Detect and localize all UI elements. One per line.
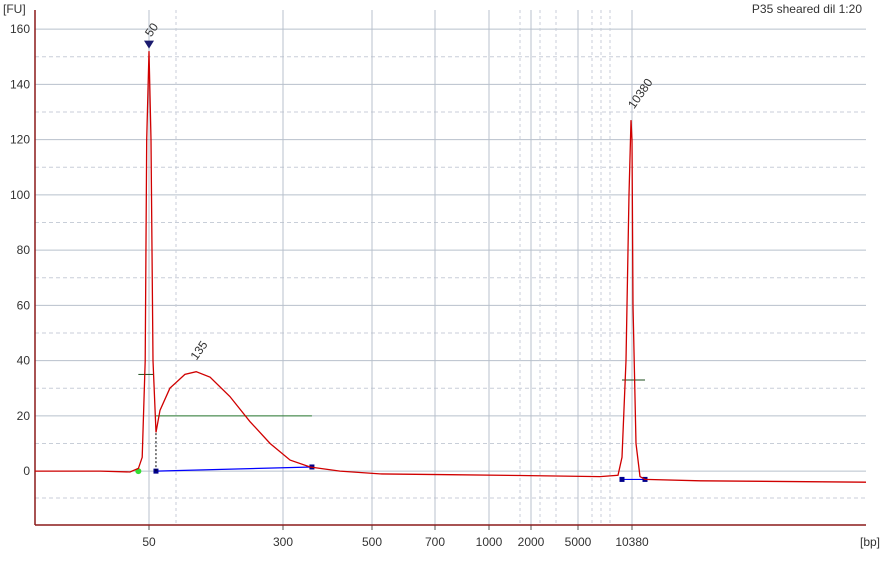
y-tick-label: 0 — [23, 464, 30, 478]
baseline-point — [619, 476, 625, 482]
x-tick-label: 5000 — [565, 535, 592, 549]
x-tick-label: 1000 — [476, 535, 503, 549]
x-tick-label: 2000 — [518, 535, 545, 549]
peak-marker — [144, 40, 154, 49]
trace-line — [35, 51, 867, 483]
y-tick-label: 100 — [10, 188, 30, 202]
y-tick-label: 160 — [10, 22, 30, 36]
x-tick-label: 500 — [362, 535, 382, 549]
x-tick-label: 10380 — [615, 535, 649, 549]
y-axis-label: [FU] — [3, 2, 26, 16]
x-tick-label: 700 — [425, 535, 445, 549]
baseline — [155, 466, 312, 472]
x-axis-label: [bp] — [860, 535, 880, 549]
y-tick-label: 20 — [17, 409, 31, 423]
chart-title: P35 sheared dil 1:20 — [752, 2, 862, 16]
plot-area: 0 20 40 60 80 100 120 140 160 50 300 500 700 1000 2000… — [10, 10, 867, 549]
y-tick-label: 140 — [10, 77, 30, 91]
y-tick-label: 60 — [17, 298, 31, 312]
y-tick-label: 80 — [17, 243, 31, 257]
y-tick-label: 120 — [10, 133, 30, 147]
y-tick-label: 40 — [17, 354, 31, 368]
x-tick-label: 300 — [273, 535, 293, 549]
x-tick-label: 50 — [142, 535, 156, 549]
